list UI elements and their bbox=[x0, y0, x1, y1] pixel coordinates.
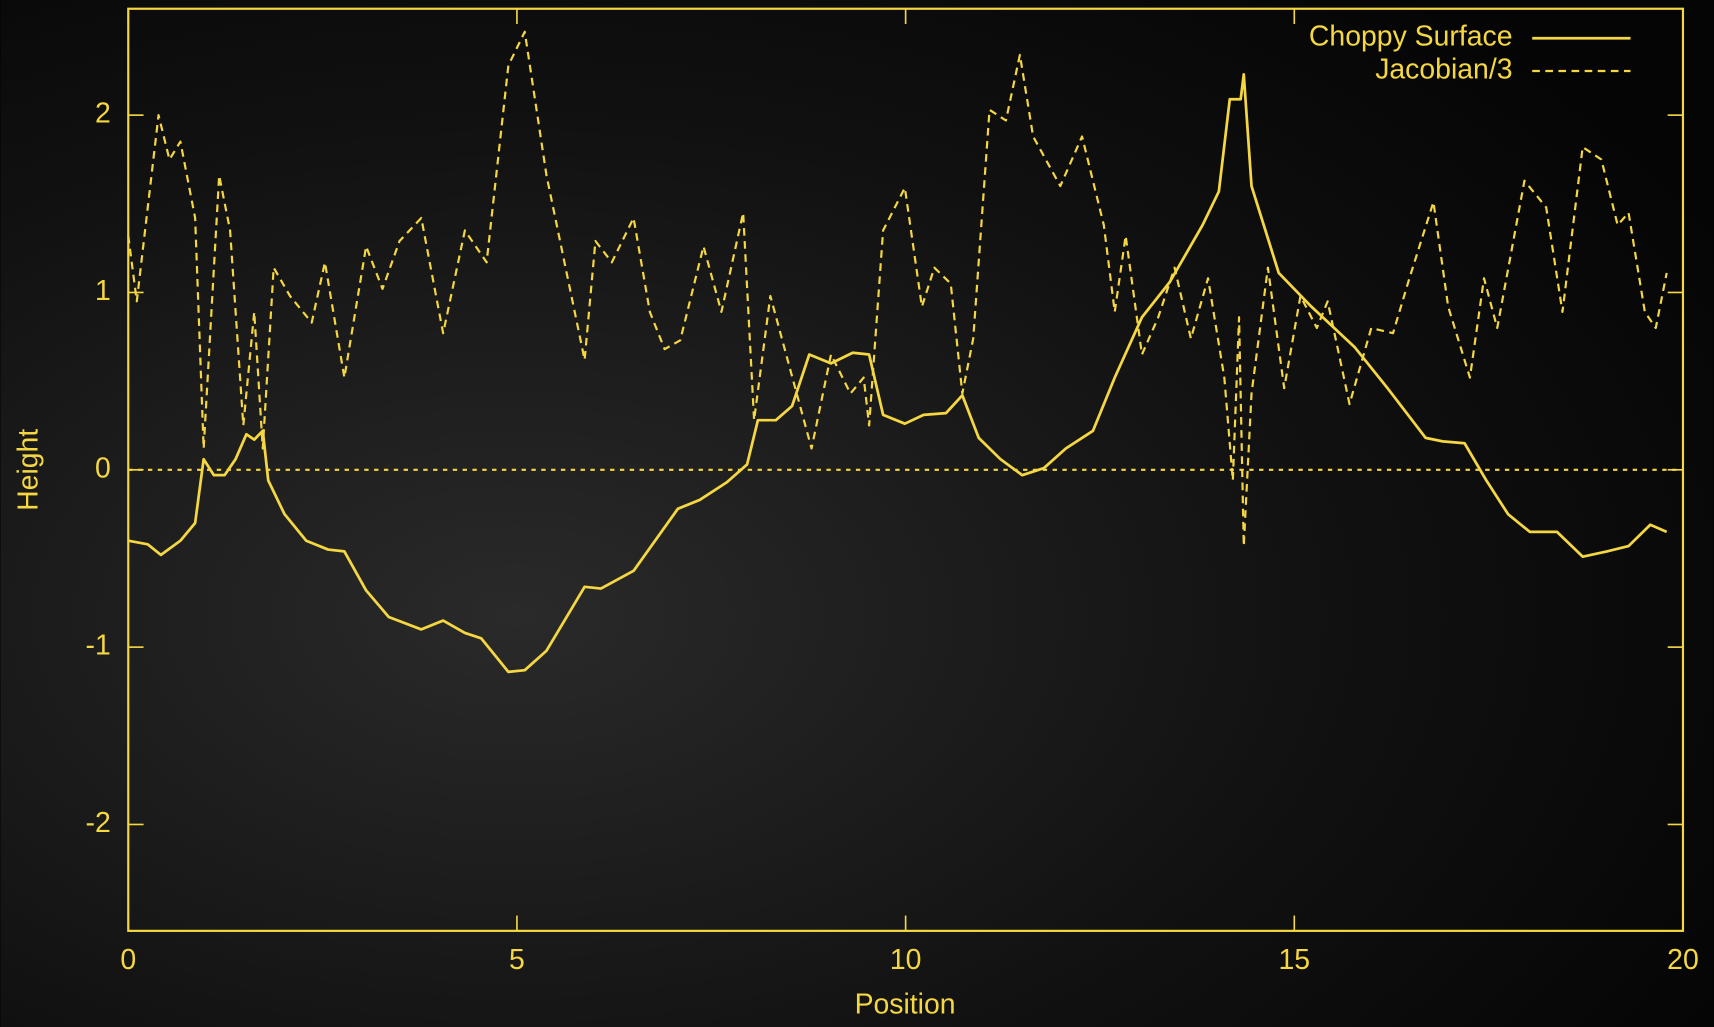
x-tick-label: 0 bbox=[120, 944, 136, 976]
y-tick-label: -2 bbox=[86, 807, 111, 839]
y-tick-label: -1 bbox=[86, 630, 111, 662]
x-tick-label: 20 bbox=[1667, 944, 1699, 976]
legend-label: Jacobian/3 bbox=[1375, 54, 1512, 86]
x-tick-label: 5 bbox=[509, 944, 525, 976]
y-tick-label: 0 bbox=[95, 452, 111, 484]
chart: Position Height 0 5 10 15 20 -2 -1 0 1 2 Choppy Su… bbox=[0, 0, 1714, 1027]
legend-label: Choppy Surface bbox=[1309, 21, 1513, 53]
y-tick-label: 2 bbox=[95, 98, 111, 130]
x-tick-label: 15 bbox=[1278, 944, 1310, 976]
page: {"chart_data": {"type": "line", "xlabel"… bbox=[0, 0, 1714, 1027]
background bbox=[0, 0, 1713, 1027]
y-tick-label: 1 bbox=[95, 275, 111, 307]
x-tick-label: 10 bbox=[890, 944, 922, 976]
x-axis-label: Position bbox=[855, 989, 956, 1021]
y-axis-label: Height bbox=[12, 429, 44, 511]
